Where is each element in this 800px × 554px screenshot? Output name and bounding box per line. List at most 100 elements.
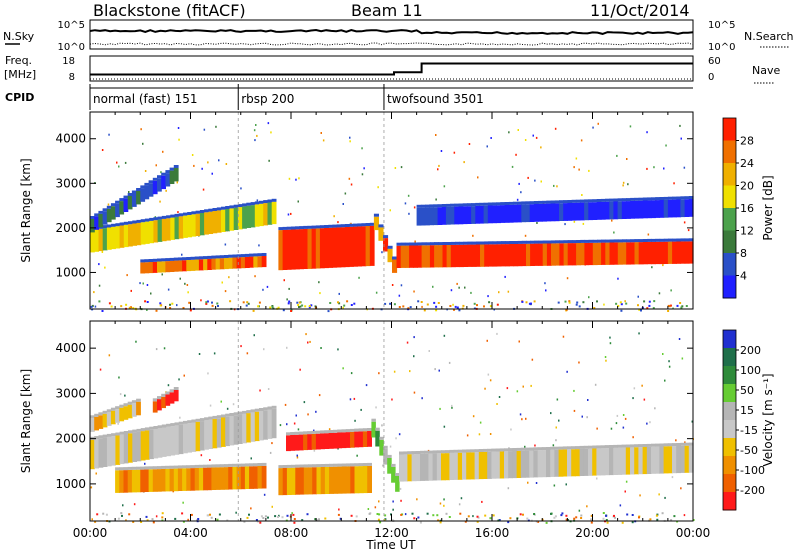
scatter-speck	[581, 194, 583, 196]
scatter-speck	[680, 487, 682, 490]
data-cell-edge	[434, 242, 439, 246]
scatter-speck	[119, 393, 122, 396]
ground-speck	[146, 519, 149, 522]
data-cell	[169, 170, 175, 184]
data-cell-edge	[567, 240, 573, 244]
data-cell	[492, 205, 497, 224]
frequency-trace	[90, 62, 693, 76]
data-cell-edge	[271, 405, 277, 409]
data-cell	[625, 447, 631, 475]
data-cell-edge	[521, 240, 527, 244]
data-cell	[140, 469, 146, 493]
data-cell-edge	[663, 238, 669, 242]
ground-speck	[277, 516, 279, 518]
scatter-speck	[534, 444, 536, 447]
data-cell	[123, 470, 129, 493]
data-cell-edge	[559, 200, 564, 204]
data-cell-edge	[467, 241, 473, 245]
ground-speck	[653, 300, 656, 303]
ground-speck	[90, 305, 93, 308]
data-cell-edge	[286, 464, 292, 468]
data-cell	[131, 469, 137, 493]
ground-speck	[476, 520, 479, 523]
ground-speck	[91, 304, 94, 307]
data-cell-edge	[165, 258, 171, 262]
data-cell-edge	[655, 443, 660, 447]
nsky-label: N.Sky	[3, 30, 35, 43]
scatter-speck	[220, 400, 222, 403]
data-cell	[316, 467, 322, 495]
data-cell	[588, 202, 594, 221]
data-cell-edge	[584, 239, 590, 243]
scatter-speck	[448, 361, 451, 364]
data-cell	[136, 401, 141, 416]
data-cell	[199, 213, 205, 236]
scatter-speck	[256, 134, 258, 137]
data-cell	[194, 467, 200, 491]
ground-speck	[564, 300, 567, 303]
scatter-speck	[350, 372, 353, 375]
scatter-speck	[451, 406, 453, 409]
ground-speck	[318, 518, 320, 521]
scatter-speck	[142, 142, 144, 145]
ground-speck	[432, 514, 435, 517]
scatter-speck	[98, 263, 100, 266]
colorbar-swatch	[723, 185, 736, 209]
data-cell	[365, 226, 371, 267]
ground-speck	[121, 514, 123, 517]
data-cell	[411, 454, 417, 482]
data-cell-edge	[421, 242, 427, 246]
data-cell-edge	[647, 238, 652, 242]
ground-speck	[615, 302, 618, 305]
data-cell	[425, 245, 431, 268]
scatter-speck	[683, 221, 686, 224]
scatter-speck	[367, 508, 370, 510]
scatter-speck	[592, 126, 594, 129]
data-cell-edge	[391, 463, 396, 467]
data-cell	[626, 201, 631, 219]
colorbar-swatch	[723, 366, 736, 385]
data-cell	[579, 202, 585, 221]
ground-speck	[685, 305, 688, 307]
scatter-speck	[313, 449, 316, 452]
data-cell-edge	[153, 426, 159, 429]
ground-speck	[384, 514, 387, 517]
ground-speck	[413, 517, 416, 520]
y-tick-label: 4000	[55, 132, 86, 146]
data-cell-edge	[170, 423, 176, 427]
data-cell	[186, 468, 192, 491]
data-cell	[157, 469, 162, 492]
data-cell	[525, 204, 531, 223]
scatter-speck	[218, 159, 220, 162]
data-cell-edge	[194, 256, 200, 260]
data-cell-edge	[533, 447, 539, 451]
data-cell	[320, 467, 326, 495]
data-cell-edge	[157, 425, 163, 429]
ground-speck	[507, 521, 510, 524]
data-cell-edge	[174, 213, 180, 217]
data-cell	[224, 258, 229, 270]
data-cell	[550, 449, 555, 477]
ground-speck	[286, 514, 289, 517]
scatter-speck	[555, 439, 557, 442]
data-cell-edge	[119, 198, 125, 202]
ground-speck	[423, 309, 426, 312]
scatter-speck	[225, 163, 228, 165]
colorbar-swatch	[723, 118, 736, 141]
ground-speck	[152, 521, 155, 524]
scatter-speck	[531, 358, 534, 361]
ground-speck	[679, 302, 682, 304]
data-cell	[102, 413, 108, 428]
ground-speck	[426, 303, 429, 306]
noise-panel: N.Sky 10^5 10^0 10^5 10^0 N.Search	[3, 19, 794, 53]
data-cell	[249, 466, 254, 489]
scatter-speck	[619, 504, 622, 507]
scatter-speck	[486, 145, 488, 148]
data-cell-edge	[157, 216, 163, 220]
data-cell-edge	[240, 463, 246, 467]
data-cell-edge	[361, 223, 367, 227]
x-tick-label: 04:00	[173, 526, 208, 540]
ground-speck	[433, 301, 436, 304]
scatter-speck	[313, 429, 315, 432]
ground-speck	[488, 301, 491, 304]
